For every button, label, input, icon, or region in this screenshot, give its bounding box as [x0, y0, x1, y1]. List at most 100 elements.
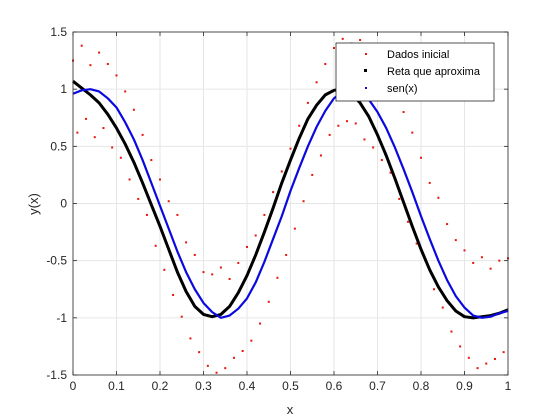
data-point-dados [98, 52, 100, 54]
y-tick-label: -0.5 [46, 254, 67, 268]
x-axis-label: x [287, 402, 294, 417]
data-point-dados [294, 228, 296, 230]
x-tick-label: 0 [70, 379, 77, 393]
data-point-dados [224, 367, 226, 369]
data-point-dados [472, 262, 474, 264]
data-point-dados [111, 146, 113, 148]
data-point-dados [494, 358, 496, 360]
data-point-dados [129, 178, 131, 180]
y-tick-label: 0 [60, 197, 67, 211]
data-point-dados [433, 288, 435, 290]
data-point-dados [116, 74, 118, 76]
data-point-dados [329, 134, 331, 136]
data-point-dados [255, 235, 257, 237]
data-point-dados [155, 245, 157, 247]
data-point-dados [459, 345, 461, 347]
data-point-dados [276, 277, 278, 279]
data-point-dados [381, 159, 383, 161]
x-tick-label: 0.7 [369, 379, 386, 393]
x-tick-label: 0.5 [282, 379, 299, 393]
data-point-dados [263, 214, 265, 216]
y-tick-label: -1.5 [46, 368, 67, 382]
legend-label-dados: Dados inicial [387, 49, 449, 61]
data-point-dados [259, 323, 261, 325]
data-point-dados [233, 357, 235, 359]
y-tick-label: 1.5 [50, 25, 67, 39]
data-point-dados [481, 256, 483, 258]
data-point-dados [268, 301, 270, 303]
data-point-dados [420, 157, 422, 159]
data-point-dados [150, 159, 152, 161]
data-point-dados [172, 294, 174, 296]
data-point-dados [89, 64, 91, 66]
data-point-dados [333, 47, 335, 49]
data-point-dados [216, 372, 218, 374]
data-point-dados [133, 109, 135, 111]
data-point-dados [94, 136, 96, 138]
data-point-dados [246, 246, 248, 248]
x-tick-label: 0.2 [152, 379, 169, 393]
legend: Dados inicial Reta que aproxima sen(x) [336, 43, 494, 101]
data-point-dados [442, 307, 444, 309]
data-point-dados [477, 367, 479, 369]
data-point-dados [429, 182, 431, 184]
data-point-dados [198, 351, 200, 353]
legend-marker-reta [364, 69, 367, 72]
legend-marker-sen [365, 87, 367, 89]
data-point-dados [102, 127, 104, 129]
data-point-dados [320, 154, 322, 156]
data-point-dados [281, 170, 283, 172]
data-point-dados [324, 63, 326, 65]
data-point-dados [468, 357, 470, 359]
data-point-dados [363, 138, 365, 140]
data-point-dados [485, 363, 487, 365]
data-point-dados [316, 81, 318, 83]
x-tick-label: 0.6 [326, 379, 343, 393]
data-point-dados [450, 331, 452, 333]
data-point-dados [346, 120, 348, 122]
data-point-dados [181, 316, 183, 318]
data-point-dados [242, 350, 244, 352]
x-tick-label: 0.4 [239, 379, 256, 393]
data-point-dados [464, 249, 466, 251]
y-axis-label: y(x) [26, 193, 41, 215]
data-point-dados [142, 134, 144, 136]
data-point-dados [311, 174, 313, 176]
data-point-dados [359, 39, 361, 41]
data-point-dados [159, 178, 161, 180]
data-point-dados [490, 268, 492, 270]
data-point-dados [237, 262, 239, 264]
data-point-dados [411, 132, 413, 134]
data-point-dados [203, 271, 205, 273]
legend-label-sen: sen(x) [387, 83, 418, 95]
data-point-dados [337, 125, 339, 127]
data-point-dados [220, 267, 222, 269]
data-point-dados [211, 273, 213, 275]
data-point-dados [250, 340, 252, 342]
data-point-dados [176, 214, 178, 216]
data-point-dados [446, 223, 448, 225]
data-point-dados [76, 132, 78, 134]
data-point-dados [503, 351, 505, 353]
data-point-dados [137, 198, 139, 200]
x-tick-label: 0.8 [413, 379, 430, 393]
data-point-dados [185, 241, 187, 243]
data-point-dados [107, 63, 109, 65]
x-tick-label: 0.9 [456, 379, 473, 393]
data-point-dados [342, 38, 344, 40]
data-point-dados [272, 191, 274, 193]
data-point-dados [298, 125, 300, 127]
data-point-dados [355, 122, 357, 124]
data-point-dados [498, 260, 500, 262]
data-point-dados [229, 278, 231, 280]
data-point-dados [146, 214, 148, 216]
data-point-dados [168, 200, 170, 202]
data-point-dados [398, 198, 400, 200]
y-tick-label: 0.5 [50, 139, 67, 153]
legend-label-reta: Reta que aproxima [387, 66, 481, 78]
data-point-dados [285, 254, 287, 256]
y-tick-label: -1 [56, 311, 67, 325]
data-point-dados [290, 148, 292, 150]
data-point-dados [403, 111, 405, 113]
